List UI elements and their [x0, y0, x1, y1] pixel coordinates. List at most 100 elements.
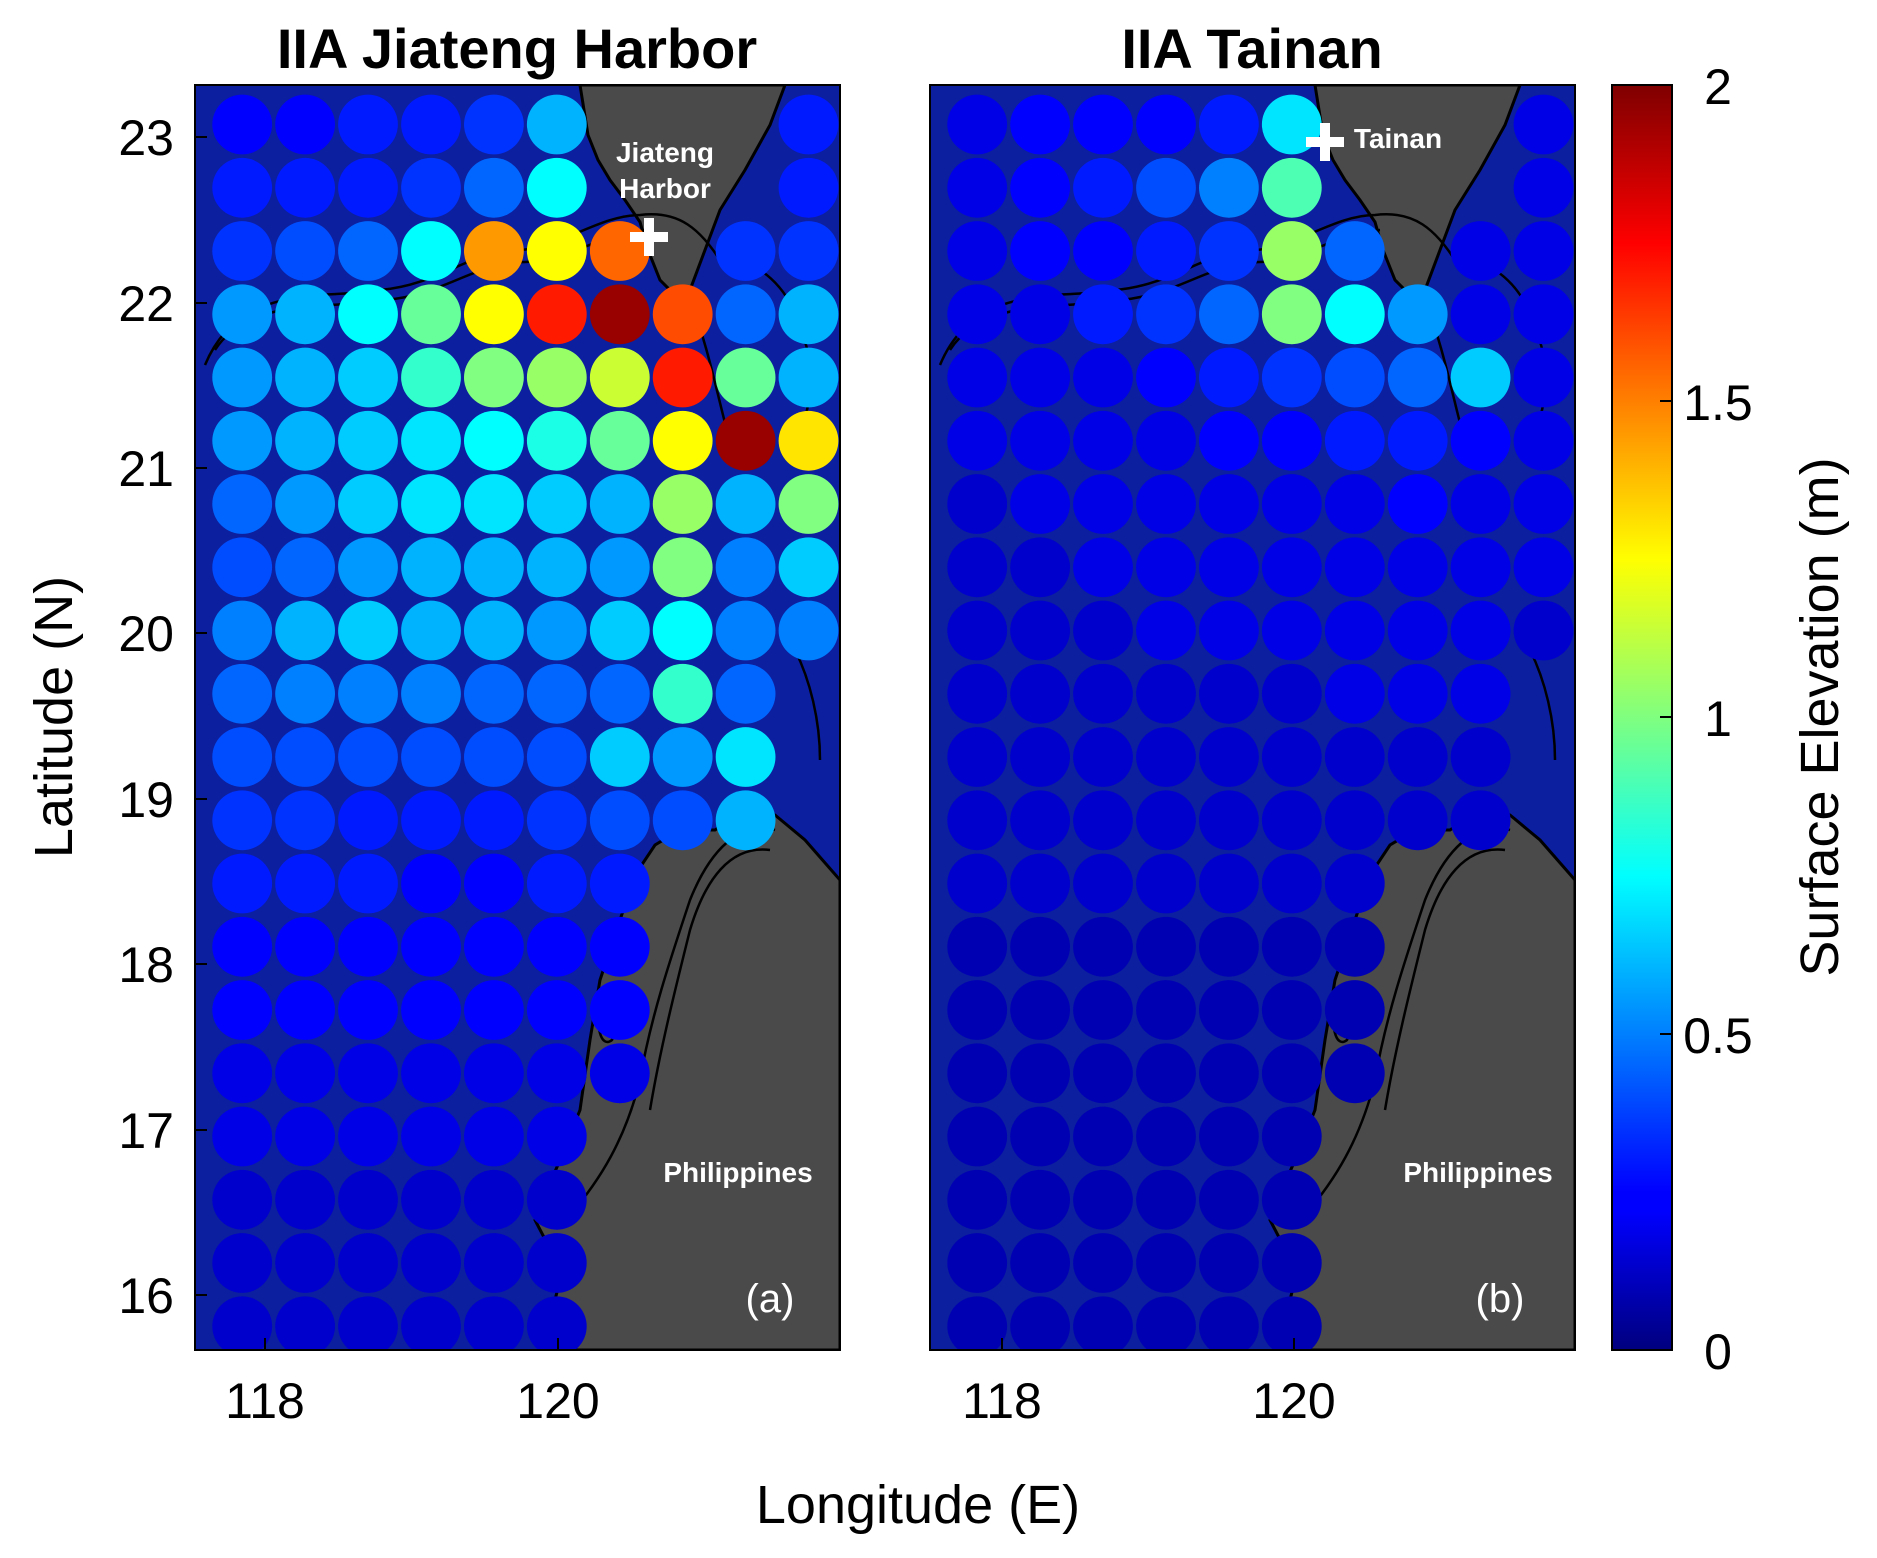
- elevation-dot: [1450, 600, 1511, 661]
- elevation-dot: [464, 916, 524, 977]
- elevation-dot: [1199, 1106, 1259, 1167]
- elevation-dot: [275, 1043, 335, 1104]
- colorbar-tick-label: 0.5: [1683, 1008, 1753, 1064]
- elevation-dot: [1387, 347, 1448, 408]
- elevation-dot: [589, 663, 650, 724]
- elevation-dot: [1073, 1233, 1133, 1293]
- elevation-dot: [1261, 221, 1322, 281]
- elevation-dot: [1387, 284, 1448, 345]
- elevation-dot: [464, 727, 524, 787]
- panel-b-dots: [947, 94, 1574, 1350]
- panel-a-source-label-1: Jiateng: [616, 137, 714, 168]
- elevation-dot: [275, 474, 335, 534]
- elevation-dot: [947, 1043, 1008, 1104]
- elevation-dot: [401, 410, 461, 471]
- elevation-dot: [1261, 1043, 1322, 1104]
- elevation-dot: [715, 474, 776, 534]
- elevation-dot: [1387, 600, 1448, 661]
- elevation-dot: [1199, 94, 1259, 155]
- colorbar: 2 1.5 1 0.5 0 Surface Elevation (m): [1611, 59, 1850, 1380]
- elevation-dot: [401, 663, 461, 724]
- elevation-dot: [275, 284, 335, 345]
- elevation-dot: [778, 284, 839, 345]
- elevation-dot: [401, 1169, 461, 1230]
- elevation-dot: [652, 600, 713, 661]
- elevation-dot: [1261, 410, 1322, 471]
- elevation-dot: [1136, 410, 1196, 471]
- elevation-dot: [401, 1233, 461, 1293]
- elevation-dot: [1199, 157, 1259, 218]
- elevation-dot: [1199, 790, 1259, 851]
- elevation-dot: [212, 1169, 273, 1230]
- elevation-dot: [464, 347, 524, 408]
- elevation-dot: [652, 727, 713, 787]
- elevation-dot: [212, 916, 273, 977]
- elevation-dot: [1324, 1043, 1385, 1104]
- elevation-dot: [526, 1233, 587, 1293]
- panel-a-letter: (a): [746, 1277, 795, 1321]
- elevation-dot: [212, 537, 273, 598]
- elevation-dot: [1513, 94, 1574, 155]
- elevation-dot: [338, 221, 398, 281]
- elevation-dot: [464, 1169, 524, 1230]
- elevation-dot: [464, 1043, 524, 1104]
- panel-b-map: Tainan Philippines (b): [930, 85, 1575, 1350]
- elevation-dot: [1324, 853, 1385, 914]
- panel-b-source-label: Tainan: [1354, 123, 1442, 154]
- elevation-dot: [1199, 1169, 1259, 1230]
- elevation-dot: [1324, 221, 1385, 281]
- elevation-dot: [1010, 221, 1070, 281]
- panel-a-title: IIA Jiateng Harbor: [277, 17, 757, 80]
- panel-a: IIA Jiateng Harbor Jiateng Harbor Philip…: [118, 17, 841, 1429]
- elevation-dot: [1199, 600, 1259, 661]
- elevation-dot: [275, 1169, 335, 1230]
- elevation-dot: [1136, 474, 1196, 534]
- elevation-dot: [1073, 1169, 1133, 1230]
- elevation-dot: [1261, 1296, 1322, 1350]
- elevation-dot: [1136, 537, 1196, 598]
- elevation-dot: [401, 916, 461, 977]
- elevation-dot: [1324, 537, 1385, 598]
- ytick-label: 19: [118, 772, 174, 828]
- elevation-dot: [338, 284, 398, 345]
- elevation-dot: [1136, 980, 1196, 1040]
- elevation-dot: [1136, 1106, 1196, 1167]
- elevation-dot: [1513, 347, 1574, 408]
- elevation-dot: [1261, 284, 1322, 345]
- elevation-dot: [526, 410, 587, 471]
- elevation-dot: [778, 157, 839, 218]
- y-axis-label: Latitude (N): [24, 576, 84, 858]
- elevation-dot: [1010, 916, 1070, 977]
- elevation-dot: [212, 600, 273, 661]
- elevation-dot: [1450, 410, 1511, 471]
- elevation-dot: [464, 474, 524, 534]
- elevation-dot: [947, 221, 1008, 281]
- elevation-dot: [1199, 410, 1259, 471]
- elevation-dot: [1073, 221, 1133, 281]
- elevation-dot: [464, 94, 524, 155]
- elevation-dot: [1261, 790, 1322, 851]
- elevation-dot: [715, 284, 776, 345]
- elevation-dot: [212, 94, 273, 155]
- elevation-dot: [947, 727, 1008, 787]
- elevation-dot: [947, 157, 1008, 218]
- colorbar-tick-label: 1: [1704, 691, 1732, 747]
- elevation-dot: [1136, 221, 1196, 281]
- elevation-dot: [526, 221, 587, 281]
- elevation-dot: [1199, 727, 1259, 787]
- panel-a-source-label-2: Harbor: [619, 173, 711, 204]
- elevation-dot: [212, 284, 273, 345]
- elevation-dot: [1199, 663, 1259, 724]
- elevation-dot: [212, 727, 273, 787]
- elevation-dot: [1513, 157, 1574, 218]
- elevation-dot: [1199, 474, 1259, 534]
- elevation-dot: [1199, 1043, 1259, 1104]
- elevation-dot: [212, 474, 273, 534]
- colorbar-label: Surface Elevation (m): [1790, 457, 1850, 976]
- elevation-dot: [1261, 1106, 1322, 1167]
- elevation-dot: [1073, 727, 1133, 787]
- elevation-dot: [1136, 94, 1196, 155]
- elevation-dot: [464, 790, 524, 851]
- elevation-dot: [1450, 790, 1511, 851]
